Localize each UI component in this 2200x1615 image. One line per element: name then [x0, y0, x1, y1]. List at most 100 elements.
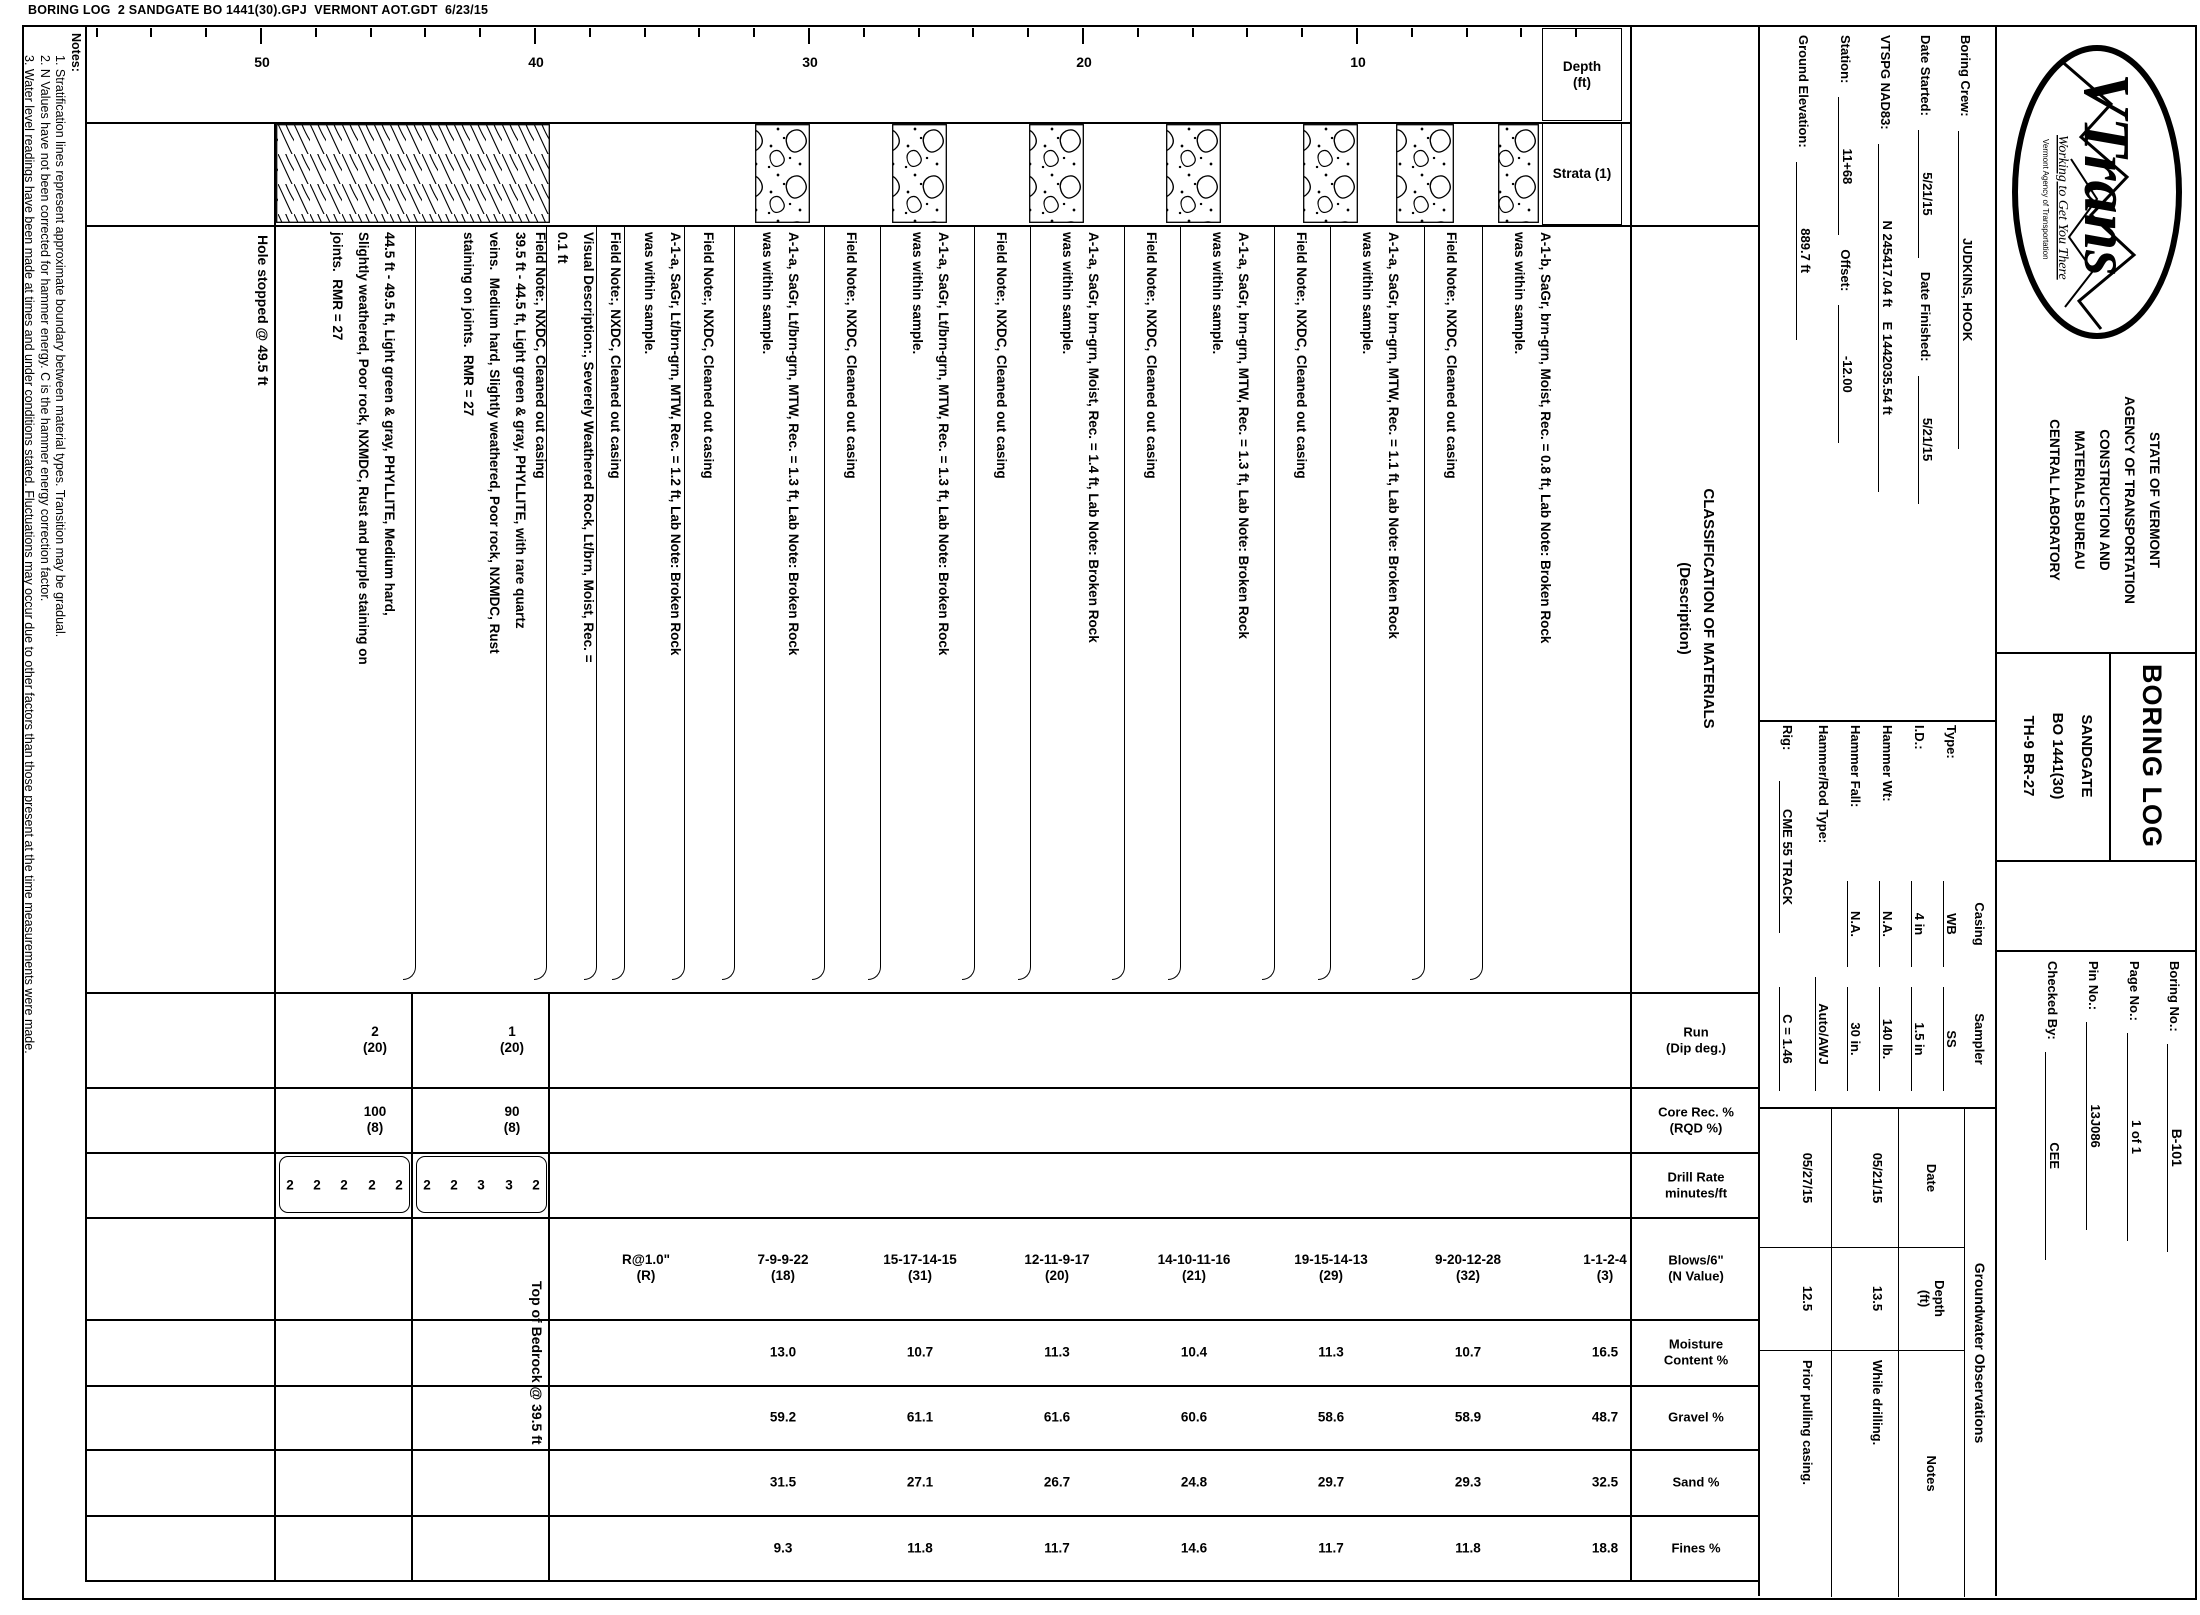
- colhead-sand-label: Sand %: [1672, 1474, 1720, 1490]
- details-value-4-0: 889.7 ft: [1796, 161, 1813, 340]
- blows-value-4-label: 12-11-9-17 (20): [1024, 1252, 1090, 1283]
- equip-casing-0: WB: [1943, 881, 1959, 967]
- moisture-value-5: 10.7: [898, 1319, 942, 1385]
- grid-line: [1963, 1109, 1965, 1597]
- fines-value-6: 9.3: [761, 1515, 805, 1580]
- gravel-value-4: 61.6: [1035, 1385, 1079, 1449]
- details-label-3-1: Offset:: [1838, 249, 1853, 292]
- gw-date-1: 05/27/15: [1800, 1152, 1815, 1204]
- agency-line-1: AGENCY OF TRANSPORTATION: [2122, 396, 2137, 604]
- drill-rate-value-0-2: 3: [469, 1152, 493, 1217]
- run-value-0: 1 (20): [482, 992, 542, 1087]
- agency-line-4: CENTRAL LABORATORY: [2047, 419, 2062, 581]
- depth-minor-tick: [1301, 28, 1303, 37]
- classification-separator-16: [403, 227, 416, 980]
- details-value-1-1: 5/21/15: [1918, 375, 1935, 504]
- grid-line: [85, 1580, 1760, 1582]
- blows-value-7-label: R@1.0" (R): [621, 1252, 671, 1283]
- sand-value-0: 32.5: [1583, 1449, 1627, 1515]
- classification-line-12-0: A-1-a, SaGr, Lt/brn-grn, MTW, Rec. = 1.2…: [668, 232, 683, 656]
- colhead-blows-label: Blows/6" (N Value): [1668, 1252, 1724, 1284]
- classification-entry-13: Field Note:, NXDC, Cleaned out casing: [602, 232, 628, 987]
- details-row-0: Boring Crew: JUDKINS, HOOK: [1958, 35, 1975, 715]
- classification-line-16-0: 39.5 ft - 44.5 ft, Light green & gray, P…: [513, 232, 528, 629]
- gravel-value-5: 61.1: [898, 1385, 942, 1449]
- colhead-blows: Blows/6" (N Value): [1632, 1217, 1760, 1319]
- colhead-moisture-label: Moisture Content %: [1663, 1336, 1729, 1368]
- classification-entry-16: 39.5 ft - 44.5 ft, Light green & gray, P…: [455, 232, 533, 987]
- classification-line-17-0: 44.5 ft - 49.5 ft, Light green & gray, P…: [382, 232, 397, 616]
- note-line-2: 3. Water level readings have been made a…: [22, 55, 37, 1054]
- details-label-2-0: VTSPG NAD83:: [1878, 35, 1893, 130]
- classification-entry-6: A-1-a, SaGr, brn-grn, Moist, Rec. = 1.4 …: [1054, 232, 1106, 987]
- depth-major-tick: [808, 28, 810, 44]
- colhead-fines-label: Fines %: [1671, 1539, 1721, 1555]
- depth-tick-label: 20: [1064, 45, 1104, 79]
- classification-line-2-1: was within sample.: [1360, 232, 1375, 355]
- blows-value-6-label: 7-9-9-22 (18): [757, 1252, 809, 1283]
- classification-entry-4: A-1-a, SaGr, brn-grn, MTW, Rec. = 1.3 ft…: [1204, 232, 1256, 987]
- grid-line: [1995, 27, 1997, 1596]
- moisture-value-5-label: 10.7: [906, 1344, 934, 1360]
- drill-rate-value-1-1-label: 2: [368, 1177, 376, 1192]
- colhead-gravel: Gravel %: [1632, 1385, 1760, 1449]
- moisture-value-0: 16.5: [1583, 1319, 1627, 1385]
- equip-label-2: Hammer Wt:: [1880, 725, 1895, 802]
- classification-line-17-1: Slightly weathered, Poor rock, NXMDC, Ru…: [356, 232, 371, 665]
- id-label: Boring No.:: [2167, 961, 2182, 1032]
- drill-rate-value-1-2-label: 2: [340, 1177, 348, 1192]
- blows-value-1: 9-20-12-28 (32): [1434, 1217, 1502, 1319]
- equip-rig-value: CME 55 TRACK: [1779, 781, 1795, 933]
- details-row-4: Ground Elevation: 889.7 ft: [1796, 35, 1813, 715]
- details-value-2-0: N 245417.04 ft E 1442035.54 ft: [1878, 143, 1895, 492]
- gw-depth-1: 12.5: [1800, 1285, 1815, 1312]
- depth-minor-tick: [644, 28, 646, 37]
- strata-gravel-block-1-art: [1396, 124, 1454, 223]
- gravel-value-1: 58.9: [1446, 1385, 1490, 1449]
- depth-tick-label-label: 30: [802, 54, 818, 70]
- details-label-3-0: Station:: [1838, 35, 1853, 84]
- run-value-1: 2 (20): [345, 992, 405, 1087]
- project-line-2: TH-9 BR-27: [2020, 715, 2037, 797]
- grid-line: [1760, 1247, 1965, 1249]
- core-rec-value-1: 100 (8): [345, 1087, 405, 1152]
- sand-value-5-label: 27.1: [906, 1474, 934, 1490]
- sand-value-4-label: 26.7: [1043, 1474, 1071, 1490]
- colhead-strata-label: Strata (1): [1552, 165, 1612, 181]
- depth-minor-tick: [424, 28, 426, 37]
- classification-line-3-0: Field Note:, NXDC, Cleaned out casing: [1294, 232, 1309, 479]
- details-value-3-1: -12.00: [1838, 305, 1855, 444]
- gravel-value-3: 60.6: [1172, 1385, 1216, 1449]
- classification-entry-7: Field Note:, NXDC, Cleaned out casing: [988, 232, 1014, 987]
- drill-rate-value-0-3-label: 2: [450, 1177, 458, 1192]
- classification-line-4-1: was within sample.: [1210, 232, 1225, 355]
- classification-line-9-0: Field Note:, NXDC, Cleaned out casing: [844, 232, 859, 479]
- classification-line-10-1: was within sample.: [760, 232, 775, 355]
- details-row-2: VTSPG NAD83: N 245417.04 ft E 1442035.54 …: [1878, 35, 1895, 715]
- grid-line: [85, 992, 1760, 994]
- gravel-value-4-label: 61.6: [1043, 1409, 1071, 1425]
- classification-entry-14: Visual Description:, Severely Weathered …: [549, 232, 601, 987]
- moisture-value-3-label: 10.4: [1180, 1344, 1208, 1360]
- fines-value-6-label: 9.3: [773, 1540, 793, 1555]
- sand-value-2-label: 29.7: [1317, 1474, 1345, 1490]
- classification-entry-12: A-1-a, SaGr, Lt/brn-grn, MTW, Rec. = 1.2…: [636, 232, 688, 987]
- depth-tick-label: 10: [1338, 45, 1378, 79]
- equip-label-3: Hammer Fall:: [1848, 725, 1863, 808]
- gravel-value-0: 48.7: [1583, 1385, 1627, 1449]
- grid-line: [1760, 1107, 1997, 1109]
- depth-major-tick: [1356, 28, 1358, 44]
- drill-rate-value-1-3-label: 2: [313, 1177, 321, 1192]
- project-line-0: SANDGATE: [2078, 714, 2095, 798]
- strata-gravel-block-4-art: [1029, 124, 1084, 223]
- print-banner: BORING LOG 2 SANDGATE BO 1441(30).GPJ VE…: [28, 3, 489, 17]
- classification-line-16-2: staining on joints. RMR = 27: [461, 232, 476, 417]
- details-value-0-0: JUDKINS, HOOK: [1958, 130, 1975, 449]
- strata-gravel-block-0-art: [1498, 124, 1539, 223]
- details-label-4-0: Ground Elevation:: [1796, 35, 1811, 148]
- colhead-drill_rate: Drill Rate minutes/ft: [1632, 1152, 1760, 1217]
- classification-separator-4: [1168, 227, 1181, 980]
- drill-rate-value-0-1-label: 3: [505, 1177, 513, 1192]
- agency-line-3: MATERIALS BUREAU: [2072, 430, 2087, 570]
